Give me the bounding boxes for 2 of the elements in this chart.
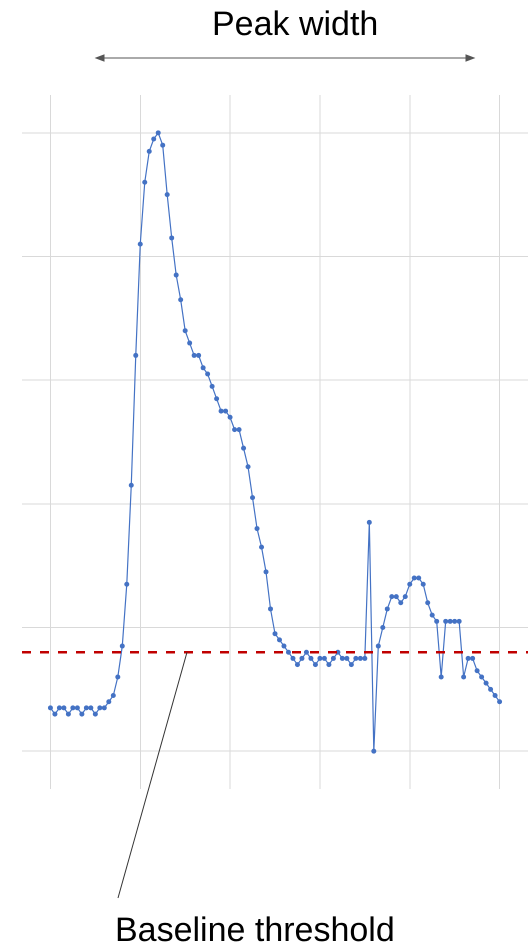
ref-line-label: Baseline threshold: [115, 911, 395, 949]
text: Peak width: [212, 5, 378, 43]
